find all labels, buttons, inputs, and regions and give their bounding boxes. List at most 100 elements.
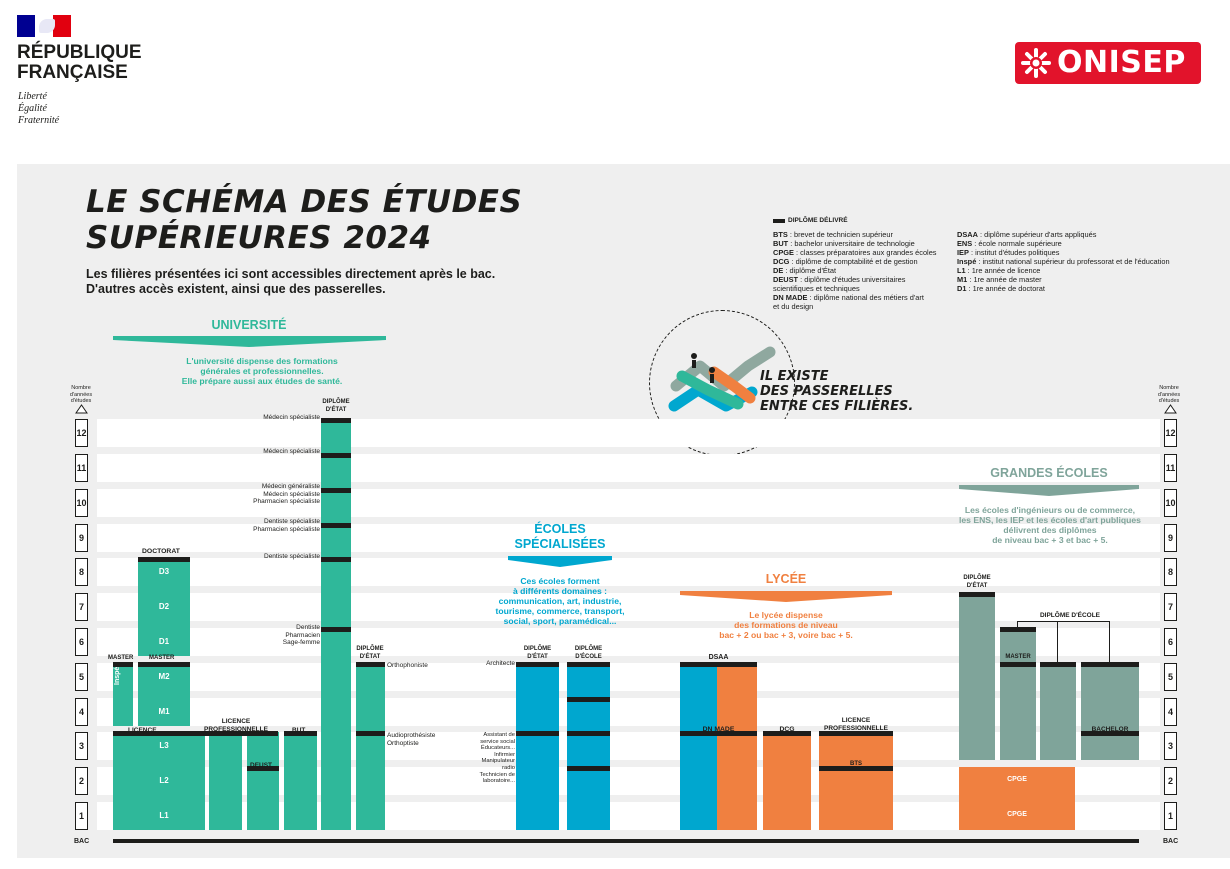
licence-label: LICENCE [128, 727, 157, 734]
diplome-etat-label-line1: DIPLÔME [322, 399, 350, 405]
diplome-etat2-label-line2: D'ÉTAT [359, 653, 381, 660]
title-line2: SUPÉRIEURES 2024 [86, 220, 432, 256]
ge-diplome-ecole-label: DIPLÔME D'ÉCOLE [1039, 612, 1101, 619]
sante-6-line3: Sage-femme [282, 639, 320, 646]
glossary-abbr: DSAA [957, 230, 978, 239]
year-box-right: 12 [1164, 419, 1177, 448]
glossary-text: : école normale supérieure [972, 239, 1062, 248]
year-box-left: 2 [75, 767, 88, 796]
metiers-label-line6: radio [502, 764, 515, 771]
glossary-abbr: BUT [773, 239, 789, 248]
year-box-left: 3 [75, 732, 88, 761]
licence-bar [113, 731, 205, 737]
glossary-abbr: D1 [957, 284, 967, 293]
glossary-text: : diplôme supérieur d'arts appliqués [977, 230, 1097, 239]
year-box-right: 4 [1164, 697, 1177, 726]
glossary-abbr: CPGE [773, 248, 794, 257]
universite-desc-2: générales et professionnelles. [200, 366, 324, 376]
diplome-legend-label: DIPLÔME DÉLIVRÉ [788, 217, 848, 224]
universite-banner [113, 336, 386, 347]
licence-pro-block-b [247, 732, 279, 830]
ge-bar5b [1081, 661, 1139, 667]
axis-header-right-2: d'années [1157, 391, 1181, 398]
dcg-bar [763, 731, 811, 737]
ecoles-desc-2: à différents domaines : [512, 586, 608, 596]
cpge-label-1: CPGE [1007, 811, 1027, 818]
inspe-block [113, 662, 133, 726]
grandes-ecoles-desc: Les écoles d'ingénieurs ou de commerce, … [935, 505, 1165, 545]
bachelor-bar [1081, 731, 1139, 737]
onisep-logo: ONISEP [1015, 42, 1201, 84]
glossary-text: scientifiques et techniques [773, 284, 860, 293]
ecoles-banner [508, 556, 612, 567]
glossary-abbr: DN MADE [773, 293, 808, 302]
glossary-abbr: DEUST [773, 275, 799, 284]
sante-bar [321, 487, 351, 493]
diplome-etat-label-line2: D'ÉTAT [325, 406, 347, 413]
glossary-text: : diplôme d'études universitaires [798, 275, 906, 284]
lycee-licence-pro-label-line1: LICENCE [841, 717, 871, 724]
year-box-left: 4 [75, 697, 88, 726]
year-box-right: 1 [1164, 802, 1177, 830]
ge-master-block [1000, 628, 1036, 761]
master-label: MASTER [149, 655, 175, 661]
lycee-licence-pro-label-line2: PROFESSIONNELLE [824, 724, 888, 732]
deust-bar [247, 766, 279, 772]
sante-6: Dentiste Pharmacien Sage-femme [225, 624, 320, 647]
rf-line1: RÉPUBLIQUE [17, 42, 142, 63]
ecoles-de-bar3 [516, 731, 559, 737]
passerelles-text: IL EXISTE DES PASSERELLES ENTRE CES FILI… [760, 369, 913, 414]
glossary-abbr: M1 [957, 275, 968, 284]
universite-title: UNIVERSITÉ [211, 318, 287, 332]
axis-header-right: Nombre d'années d'études [1150, 385, 1188, 405]
universite-desc-3: Elle prépare aussi aux études de santé. [181, 376, 343, 386]
axis-arrow-left-icon [75, 404, 88, 414]
glossary-abbr: IEP [957, 248, 969, 257]
licence-pro-lycee-bar [819, 731, 893, 737]
year-box-left: 12 [75, 419, 88, 448]
dcg-block [763, 732, 811, 830]
ge-de-bar [959, 592, 995, 598]
diplome-etat-bar2 [356, 661, 385, 667]
dsaa-bar [680, 661, 757, 667]
d2-label: D2 [158, 602, 170, 612]
ecoles-title-1: ÉCOLES [534, 522, 586, 536]
glossary-entry: DCG : diplôme de comptabilité et de gest… [773, 257, 953, 266]
title-line1: LE SCHÉMA DES ÉTUDES [86, 184, 523, 220]
year-box-left: 1 [75, 802, 88, 830]
audio-ortho-label-line2: Orthoptiste [387, 739, 419, 747]
glossary-text: : diplôme d'État [783, 266, 837, 275]
ge-bar6 [1000, 627, 1036, 632]
marianne-logo [17, 15, 71, 37]
licence-pro-block-a [209, 732, 242, 830]
master-block [138, 662, 190, 726]
doctorat-label: DOCTORAT [142, 548, 180, 555]
year-box-right: 3 [1164, 732, 1177, 761]
glossary-text: : 1re année de licence [965, 266, 1041, 275]
sante-bar [321, 522, 351, 528]
audio-ortho-label-line1: Audioprothésiste [387, 732, 436, 739]
dcg-label: DCG [779, 726, 795, 733]
ge-diplome-etat-label: DIPLÔME D'ÉTAT [957, 575, 997, 590]
year-row [97, 558, 1160, 587]
bts-bar [819, 766, 893, 772]
glossary-text: et du design [773, 302, 814, 311]
deust-label: DEUST [250, 762, 273, 769]
metiers-label-line5: Manipulateur [481, 758, 515, 765]
sante-bar [321, 453, 351, 458]
glossary-text: : classes préparatoires aux grandes écol… [793, 248, 937, 257]
grandes-ecoles-title: GRANDES ÉCOLES [990, 466, 1108, 480]
glossary-entry: CPGE : classes préparatoires aux grandes… [773, 248, 953, 257]
grandes-ecoles-desc-3: délivrent des diplômes [1003, 525, 1097, 535]
audio-ortho-label: Audioprothésiste Orthoptiste [387, 732, 435, 747]
year-row [97, 523, 1160, 552]
legend-glossary-col2: DSAA : diplôme supérieur d'arts appliqué… [957, 230, 1187, 293]
glossary-abbr: Inspé [957, 257, 977, 266]
year-box-right: 6 [1164, 628, 1177, 656]
axis-header-left-2: d'années [69, 391, 93, 398]
sante-6-line1: Dentiste [296, 624, 320, 631]
ecoles-de-block [516, 662, 559, 830]
but-bar [284, 731, 317, 737]
lycee-desc: Le lycée dispense des formations de nive… [680, 610, 892, 640]
glossary-text: : diplôme de comptabilité et de gestion [789, 257, 918, 266]
